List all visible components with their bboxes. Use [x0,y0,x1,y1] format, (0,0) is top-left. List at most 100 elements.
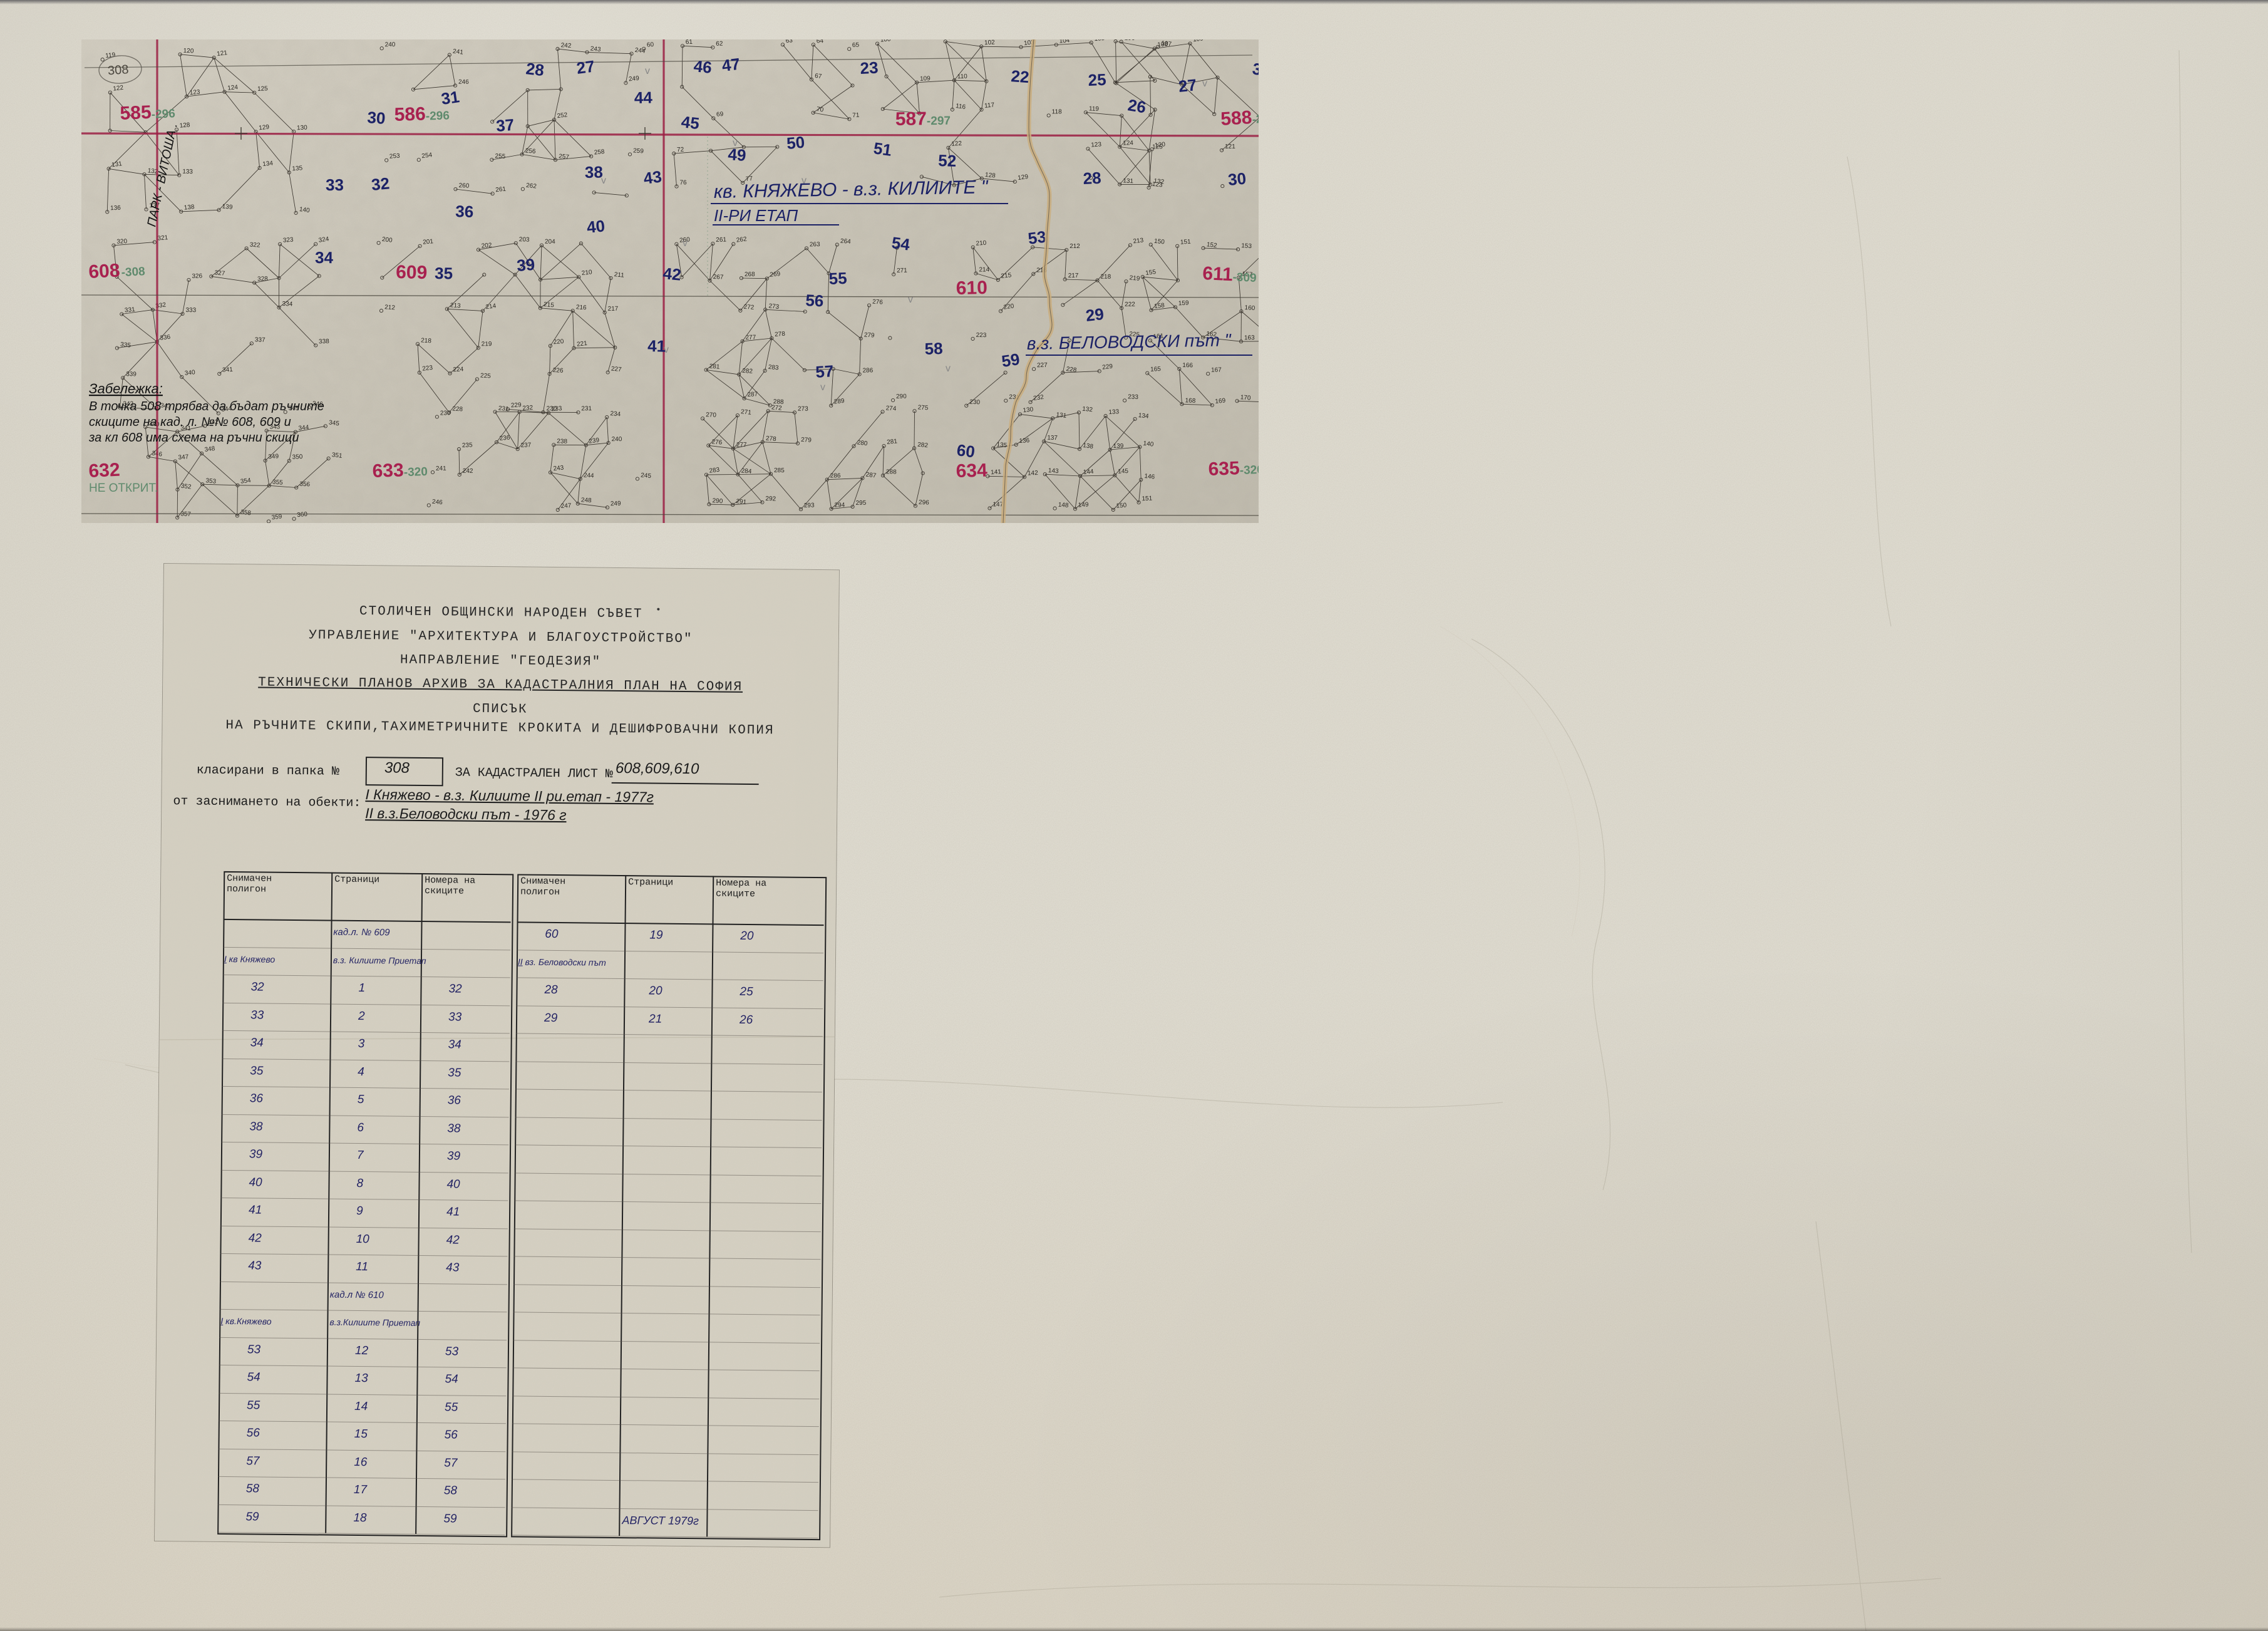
svg-text:117: 117 [984,101,995,110]
svg-text:158: 158 [1154,302,1165,310]
svg-text:II-РИ ЕТАП: II-РИ ЕТАП [714,206,798,225]
svg-text:231: 231 [498,405,509,413]
svg-text:632: 632 [88,460,121,482]
svg-text:358: 358 [240,509,251,517]
svg-text:64: 64 [817,39,824,44]
svg-text:222: 222 [1125,301,1135,308]
svg-text:129: 129 [259,124,270,132]
svg-text:61: 61 [686,39,693,46]
svg-text:228: 228 [1066,366,1077,374]
svg-text:130: 130 [1023,406,1034,414]
svg-text:261: 261 [495,186,507,194]
svg-text:284: 284 [741,468,752,475]
svg-text:353: 353 [205,477,217,485]
svg-text:263: 263 [810,241,820,248]
svg-text:143: 143 [1048,467,1059,475]
svg-text:28: 28 [525,59,545,80]
svg-text:170: 170 [1240,394,1251,401]
svg-text:272: 272 [743,304,755,311]
svg-text:210: 210 [581,269,592,277]
svg-text:v: v [908,294,913,305]
svg-text:62: 62 [716,41,723,48]
svg-text:308: 308 [107,63,129,78]
svg-text:169: 169 [1215,397,1226,405]
svg-text:27: 27 [575,56,596,77]
svg-text:260: 260 [458,182,470,190]
svg-text:245: 245 [641,472,652,480]
svg-text:142: 142 [1028,470,1038,477]
svg-text:108: 108 [1157,41,1168,49]
svg-text:219: 219 [1129,274,1140,282]
svg-text:350: 350 [292,453,303,461]
svg-text:278: 278 [766,435,777,443]
svg-text:134: 134 [1138,412,1149,420]
svg-text:29: 29 [1085,304,1105,325]
svg-text:39: 39 [516,255,535,275]
svg-text:634: 634 [956,460,987,482]
svg-text:277: 277 [736,442,747,448]
svg-text:72: 72 [677,147,684,153]
svg-text:341: 341 [222,366,234,374]
svg-text:23: 23 [860,58,879,78]
svg-text:218: 218 [1100,274,1111,281]
svg-text:609: 609 [396,262,428,283]
svg-text:320: 320 [116,238,128,246]
svg-text:244: 244 [634,47,646,55]
svg-text:119: 119 [105,51,116,60]
svg-text:163: 163 [1244,334,1255,341]
svg-text:203: 203 [519,236,530,244]
svg-text:37: 37 [495,115,515,135]
svg-text:220: 220 [553,338,564,346]
svg-text:249: 249 [629,75,640,83]
svg-text:340: 340 [185,369,196,377]
svg-text:131: 131 [111,160,123,168]
svg-text:610: 610 [956,277,987,299]
svg-text:214: 214 [485,303,497,311]
svg-text:151: 151 [1142,495,1153,503]
svg-text:v: v [946,363,951,374]
svg-text:216: 216 [575,304,587,311]
svg-text:НЕ ОТКРИТ.: НЕ ОТКРИТ. [89,482,158,495]
svg-text:110: 110 [957,73,968,80]
svg-text:200: 200 [381,236,393,244]
svg-text:286: 286 [830,473,841,480]
svg-text:136: 136 [110,205,121,212]
svg-text:285: 285 [774,467,785,474]
svg-text:286: 286 [863,367,874,374]
svg-text:275: 275 [917,404,929,412]
svg-text:345: 345 [328,419,339,427]
svg-text:159: 159 [1178,300,1190,308]
svg-text:76: 76 [680,180,688,187]
svg-text:v: v [1202,78,1207,89]
svg-text:213: 213 [450,302,461,309]
svg-text:351: 351 [331,452,343,460]
svg-text:38: 38 [585,163,603,182]
svg-text:213: 213 [1133,237,1144,245]
svg-text:273: 273 [798,406,808,413]
svg-text:326: 326 [192,273,202,280]
svg-text:235: 235 [462,442,473,449]
svg-text:153: 153 [1241,242,1252,250]
svg-text:247: 247 [560,502,572,510]
svg-text:324: 324 [318,236,329,244]
svg-text:149: 149 [1078,501,1089,509]
svg-text:в.з. БЕЛОВОДСКИ път ": в.з. БЕЛОВОДСКИ път " [1027,330,1232,353]
svg-text:258: 258 [594,148,605,157]
svg-text:202: 202 [481,242,492,249]
svg-text:229: 229 [511,401,522,409]
svg-text:167: 167 [1211,366,1222,373]
svg-text:279: 279 [864,332,875,339]
svg-text:347: 347 [178,453,189,461]
svg-text:45: 45 [680,112,700,133]
svg-text:44: 44 [634,88,653,107]
svg-text:120: 120 [183,48,194,55]
svg-text:268: 268 [745,271,755,278]
svg-text:214: 214 [979,266,989,273]
svg-text:357: 357 [180,510,192,518]
svg-text:236: 236 [499,434,510,442]
svg-text:334: 334 [282,301,293,308]
svg-text:165: 165 [1150,366,1162,373]
svg-text:232: 232 [522,405,533,412]
svg-text:242: 242 [560,42,572,49]
svg-text:138: 138 [183,204,195,212]
